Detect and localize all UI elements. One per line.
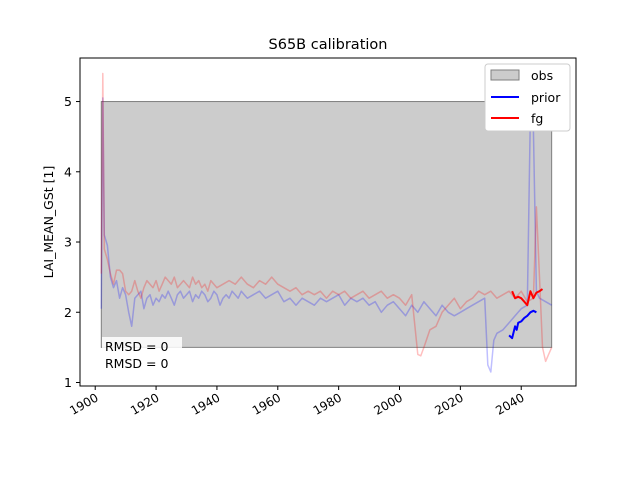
plot-area [100, 72, 553, 373]
series-line-fg [511, 288, 544, 307]
obs-band [100, 101, 553, 348]
y-axis: 1 2 3 4 5 [64, 94, 80, 390]
rmsd-fg-label: RMSD = 0 [105, 356, 168, 371]
y-tick-label: 3 [64, 235, 72, 250]
series-line-prior [508, 309, 537, 340]
y-tick-label: 5 [64, 94, 72, 109]
legend-fg-label: fg [531, 111, 543, 126]
legend: obs prior fg [484, 63, 571, 132]
background-series-line-0 [100, 97, 553, 373]
chart-title: S65B calibration [269, 37, 388, 53]
rmsd-annotations: RMSD = 0 RMSD = 0 [102, 337, 182, 373]
rmsd-prior-label: RMSD = 0 [105, 339, 168, 354]
legend-frame [484, 63, 571, 132]
background-series-line-1 [100, 72, 553, 363]
legend-obs-swatch [490, 69, 520, 81]
y-tick-label: 1 [64, 375, 72, 390]
series-group [100, 72, 553, 373]
y-axis-label: LAI_MEAN_GSt [1] [41, 166, 56, 279]
legend-obs-label: obs [531, 68, 553, 83]
annotation-background [102, 337, 182, 373]
legend-prior-label: prior [531, 90, 561, 105]
axes-frame [79, 57, 577, 387]
y-tick-label: 4 [64, 164, 72, 179]
y-tick-label: 2 [64, 305, 72, 320]
